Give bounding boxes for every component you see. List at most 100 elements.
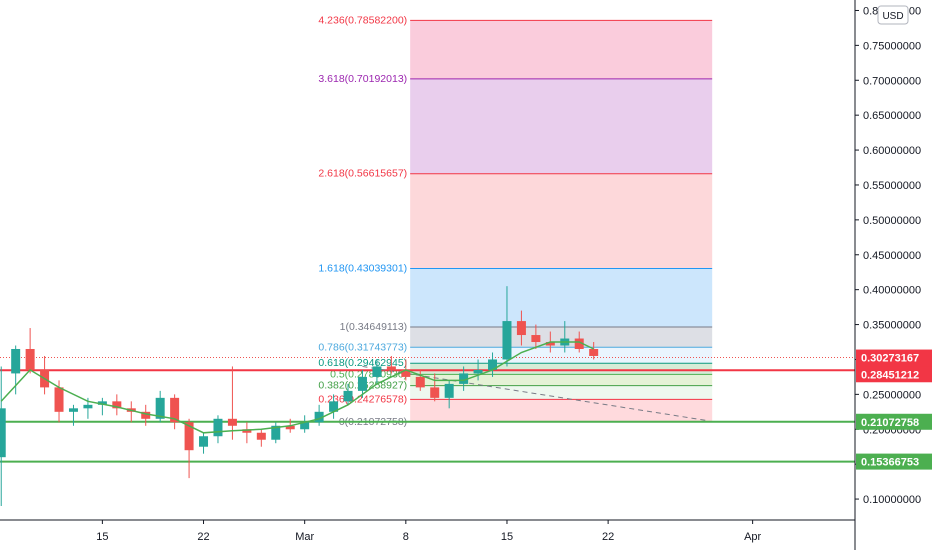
y-tick-label: 0.50000000 xyxy=(863,215,921,227)
candle xyxy=(488,352,498,377)
candle-body xyxy=(256,432,266,440)
candle-body xyxy=(329,401,339,412)
y-tick-label: 0.40000000 xyxy=(863,285,921,297)
price-badge-value: 0.15366753 xyxy=(861,457,919,469)
fib-zone xyxy=(410,347,713,364)
candle-body xyxy=(386,366,396,370)
candle xyxy=(199,432,209,454)
candle xyxy=(40,355,50,395)
candle xyxy=(184,418,194,479)
price-badge: 0.15366753 xyxy=(856,453,932,470)
candle-body xyxy=(531,335,541,343)
y-tick-label: 0.75000000 xyxy=(863,40,921,52)
candle-body xyxy=(502,321,512,360)
candle xyxy=(459,366,469,391)
candle-body xyxy=(516,321,526,336)
ma-line xyxy=(0,341,595,434)
candle xyxy=(300,415,310,433)
candle-body xyxy=(271,425,281,440)
candle xyxy=(372,359,382,384)
fib-zone xyxy=(410,78,713,174)
price-badges: 0.3027316715:30:550.284512120.210727580.… xyxy=(856,349,932,470)
candle xyxy=(112,394,122,416)
fib-zone xyxy=(410,374,713,386)
candle xyxy=(589,342,599,360)
candle xyxy=(170,394,180,430)
candle xyxy=(213,415,223,444)
x-tick-label: Apr xyxy=(744,531,761,543)
candle-body xyxy=(83,404,93,409)
price-badge: 0.28451212 xyxy=(856,366,932,383)
price-badge: 0.21072758 xyxy=(856,413,932,430)
candle-body xyxy=(0,408,6,458)
candle-body xyxy=(141,411,151,419)
candle xyxy=(271,422,281,444)
y-tick-label: 0.70000000 xyxy=(863,75,921,87)
candle xyxy=(502,286,512,367)
candle-body xyxy=(184,422,194,451)
candle-body xyxy=(488,359,498,370)
candle xyxy=(386,355,396,374)
candle xyxy=(25,328,35,374)
x-tick-label: 15 xyxy=(501,531,513,543)
candle xyxy=(343,383,353,405)
fib-level-label: 0.236(0.24276578) xyxy=(318,393,407,405)
candle-body xyxy=(11,348,21,374)
x-tick-label: Mar xyxy=(295,531,314,543)
fib-zone xyxy=(410,173,713,269)
x-tick-label: 8 xyxy=(403,531,409,543)
candle-body xyxy=(430,387,440,398)
fib-level-label: 3.618(0.70192013) xyxy=(318,73,407,85)
candle-body xyxy=(401,369,411,377)
fib-zone xyxy=(410,268,713,328)
candle-body xyxy=(314,411,324,423)
currency-button[interactable]: USD xyxy=(877,5,909,25)
candle-body xyxy=(227,418,237,426)
candle xyxy=(68,404,78,426)
fib-level-label: 0.618(0.29462945) xyxy=(318,357,407,369)
candle xyxy=(256,429,266,447)
currency-label[interactable]: USD xyxy=(882,11,903,22)
fib-level-label: 1.618(0.43039301) xyxy=(318,262,407,274)
price-badge-value: 0.30273167 xyxy=(861,353,919,365)
candle-body xyxy=(97,401,107,405)
x-tick-label: 22 xyxy=(197,531,209,543)
fibonacci-retracement[interactable]: 4.236(0.78582200) 3.618(0.70192013) 2.618(… xyxy=(318,14,713,428)
candle-body xyxy=(155,397,165,419)
currency-box[interactable] xyxy=(877,5,909,25)
candle-body xyxy=(372,366,382,377)
candle-body xyxy=(444,383,454,398)
candle-body xyxy=(68,408,78,412)
fib-zone xyxy=(410,327,713,348)
candle xyxy=(444,380,454,409)
candle-body xyxy=(589,348,599,356)
candlesticks xyxy=(0,286,599,507)
y-tick-label: 0.45000000 xyxy=(863,250,921,262)
candle-body xyxy=(199,436,209,447)
candle-body xyxy=(300,422,310,430)
horizontal-lines[interactable] xyxy=(0,357,855,463)
price-badge-bg xyxy=(856,413,932,430)
fib-level-label: 0.5(0.27860936) xyxy=(330,368,407,380)
fib-level-label: 2.618(0.56615657) xyxy=(318,168,407,180)
fib-zone xyxy=(410,399,713,422)
candle xyxy=(357,369,367,398)
candle-body xyxy=(170,397,180,423)
fib-level-label: 0.786(0.31743773) xyxy=(318,341,407,353)
candle-body xyxy=(285,425,295,430)
y-tick-label: 0.25000000 xyxy=(863,389,921,401)
candle xyxy=(97,397,107,416)
price-badge-value: 0.21072758 xyxy=(861,417,919,429)
candle xyxy=(516,310,526,346)
candle xyxy=(531,324,541,349)
fib-level-label: 4.236(0.78582200) xyxy=(318,14,407,26)
candle-body xyxy=(112,401,122,409)
candle-body xyxy=(54,387,64,412)
moving-average xyxy=(0,341,595,434)
price-badge-bg xyxy=(856,366,932,383)
candle xyxy=(430,373,440,402)
candle-body xyxy=(25,348,35,370)
candle xyxy=(415,369,425,391)
